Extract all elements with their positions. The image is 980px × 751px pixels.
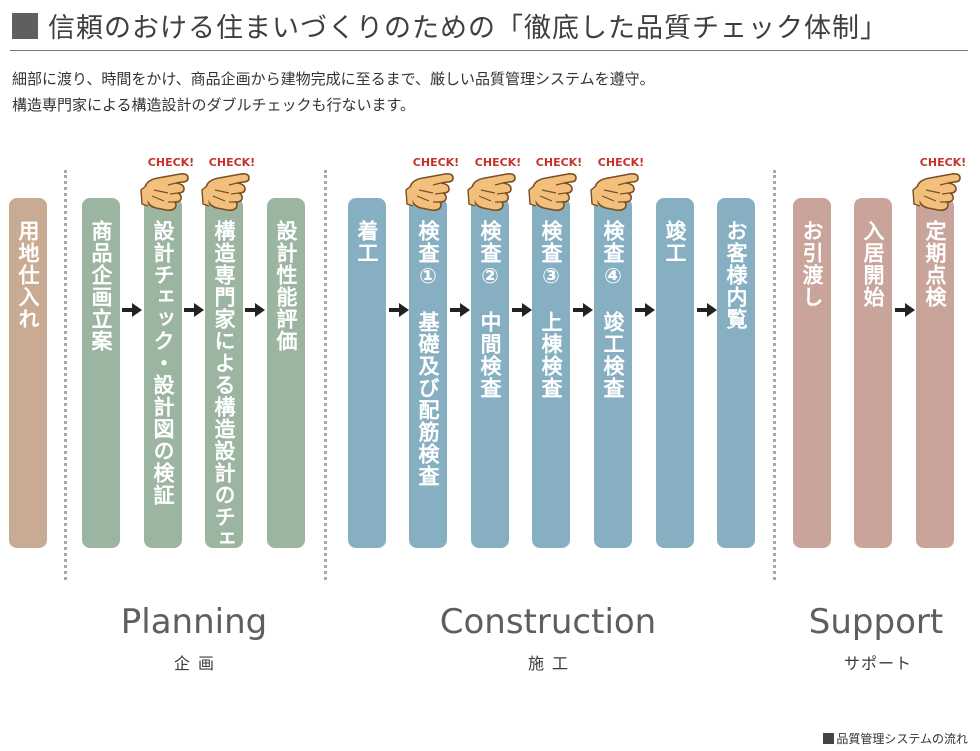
step-label: 検査① 基礎及び配筋検査 — [416, 220, 440, 487]
section-subtitle-construction: 施工 — [527, 654, 576, 673]
flow-arrow-icon — [512, 302, 532, 317]
flow-arrow-icon — [184, 302, 204, 317]
step-inspection-3: 検査③ 上棟検査 — [532, 198, 570, 548]
title-square-icon — [12, 12, 38, 39]
step-label: 商品企画立案 — [89, 220, 113, 352]
flow-arrow-icon — [635, 302, 655, 317]
step-design-check: 設計チェック・設計図の検証 — [144, 198, 182, 548]
step-groundbreaking: 着工 — [348, 198, 386, 548]
step-design-performance: 設計性能評価 — [267, 198, 305, 548]
section-title-construction: Construction — [439, 602, 657, 642]
flow-arrow-icon — [122, 302, 142, 317]
section-subtitle-support: サポート — [843, 654, 912, 673]
intro-line-2: 構造専門家による構造設計のダブルチェックも行ないます。 — [12, 96, 416, 114]
step-product-planning: 商品企画立案 — [82, 198, 120, 548]
step-customer-preview: お客様内覧 — [717, 198, 755, 548]
check-marker: CHECK! — [201, 156, 261, 214]
check-label: CHECK! — [412, 156, 460, 169]
step-label: 検査④ 竣工検査 — [601, 220, 625, 399]
section-divider — [324, 170, 327, 580]
footnote-text: 品質管理システムの流れ — [836, 732, 968, 746]
step-inspection-2: 検査② 中間検査 — [471, 198, 509, 548]
flow-arrow-icon — [245, 302, 265, 317]
step-label: お客様内覧 — [724, 220, 748, 330]
step-label: 検査③ 上棟検査 — [539, 220, 563, 399]
step-label: 竣工 — [663, 220, 687, 264]
step-handover: お引渡し — [793, 198, 831, 548]
section-divider — [773, 170, 776, 580]
step-label: 検査② 中間検査 — [478, 220, 502, 399]
step-inspection-1: 検査① 基礎及び配筋検査 — [409, 198, 447, 548]
check-label: CHECK! — [535, 156, 583, 169]
step-label: 用地仕入れ — [16, 220, 40, 330]
step-label: 入居開始 — [861, 220, 885, 308]
step-land-acquisition: 用地仕入れ — [9, 198, 47, 548]
section-title-planning: Planning — [120, 602, 268, 642]
step-label: お引渡し — [800, 220, 824, 308]
check-marker: CHECK! — [528, 156, 588, 214]
check-label: CHECK! — [919, 156, 967, 169]
step-inspection-4: 検査④ 竣工検査 — [594, 198, 632, 548]
flow-arrow-icon — [450, 302, 470, 317]
section-title-support: Support — [808, 602, 944, 642]
check-marker: CHECK! — [467, 156, 527, 214]
flow-arrow-icon — [573, 302, 593, 317]
step-completion: 竣工 — [656, 198, 694, 548]
step-structural-check: 構造専門家による構造設計のチェック — [205, 198, 243, 594]
step-label: 設計チェック・設計図の検証 — [151, 220, 175, 506]
check-label: CHECK! — [474, 156, 522, 169]
flow-arrow-icon — [697, 302, 717, 317]
footnote-square-icon — [823, 733, 835, 744]
flow-arrow-icon — [895, 302, 915, 317]
intro-text: 細部に渡り、時間をかけ、商品企画から建物完成に至るまで、厳しい品質管理システムを… — [12, 66, 655, 118]
page-title: 信頼のおける住まいづくりのための「徹底した品質チェック体制」 — [48, 13, 888, 44]
step-move-in: 入居開始 — [854, 198, 892, 548]
check-marker: CHECK! — [140, 156, 200, 214]
check-marker: CHECK! — [405, 156, 465, 214]
step-label: 構造専門家による構造設計のチェック — [212, 220, 236, 594]
step-label: 着工 — [355, 220, 379, 264]
check-label: CHECK! — [208, 156, 256, 169]
check-label: CHECK! — [597, 156, 645, 169]
flow-arrow-icon — [389, 302, 409, 317]
title-divider — [10, 50, 968, 51]
section-subtitle-planning: 企画 — [173, 654, 222, 673]
title-row: 信頼のおける住まいづくりのための「徹底した品質チェック体制」 — [12, 6, 888, 45]
footnote: 品質管理システムの流れ — [823, 730, 968, 747]
check-label: CHECK! — [147, 156, 195, 169]
check-marker: CHECK! — [590, 156, 650, 214]
step-periodic-inspection: 定期点検 — [916, 198, 954, 548]
step-label: 定期点検 — [923, 220, 947, 308]
step-label: 設計性能評価 — [274, 220, 298, 352]
intro-line-1: 細部に渡り、時間をかけ、商品企画から建物完成に至るまで、厳しい品質管理システムを… — [12, 70, 655, 88]
check-marker: CHECK! — [912, 156, 972, 214]
section-divider — [64, 170, 67, 580]
